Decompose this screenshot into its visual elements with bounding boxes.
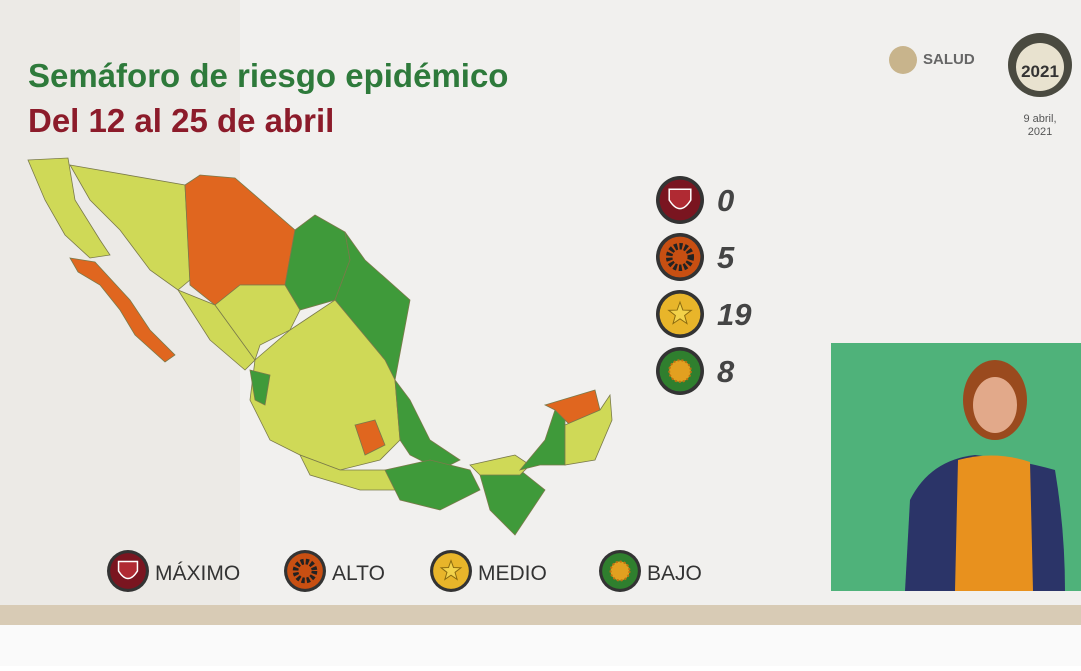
region: [27, 157, 111, 259]
region: [69, 257, 176, 363]
icon-star: [439, 559, 463, 581]
map: [27, 157, 613, 536]
icon-star: [667, 300, 693, 325]
legend-label: MEDIO: [478, 562, 547, 585]
legend-label: ALTO: [332, 562, 385, 585]
legend: MÁXIMO ALTO MEDIO BAJO: [107, 550, 702, 592]
count: 19: [717, 297, 752, 332]
region: [564, 393, 613, 466]
icon-gear: [665, 242, 695, 272]
legend-label: MÁXIMO: [155, 562, 240, 585]
date-line: 9 abril,: [1023, 113, 1056, 125]
interpreter-face: [973, 377, 1017, 433]
icon-shield: [668, 188, 692, 210]
subtitle: Del 12 al 25 de abril: [28, 102, 334, 139]
count: 0: [717, 183, 734, 218]
icon: [659, 236, 701, 278]
date: 9 abril, 2021: [1023, 113, 1056, 138]
counts: 0 5 19 8: [656, 176, 752, 395]
icon-sun: [609, 560, 631, 582]
date-line: 2021: [1028, 126, 1052, 138]
region: [176, 289, 256, 371]
count: 8: [717, 354, 735, 389]
footer: [0, 625, 1081, 666]
logo-emblem: [889, 46, 917, 74]
year-text: 2021: [1021, 62, 1059, 81]
title: Semáforo de riesgo epidémico: [28, 57, 508, 94]
icon: [287, 553, 323, 589]
year-logo-inner: [1016, 43, 1064, 91]
count: 5: [717, 240, 735, 275]
icon-shield: [117, 560, 139, 580]
logo-text: SALUD: [923, 51, 975, 68]
icon-gear: [292, 558, 318, 584]
region: [384, 459, 481, 511]
region: [354, 419, 386, 456]
legend-label: BAJO: [647, 562, 702, 585]
region: [469, 454, 531, 476]
interpreter-shirt: [955, 455, 1033, 591]
band: [0, 605, 1081, 625]
icon-sun: [668, 359, 692, 383]
region: [249, 369, 271, 406]
region: [214, 284, 301, 361]
